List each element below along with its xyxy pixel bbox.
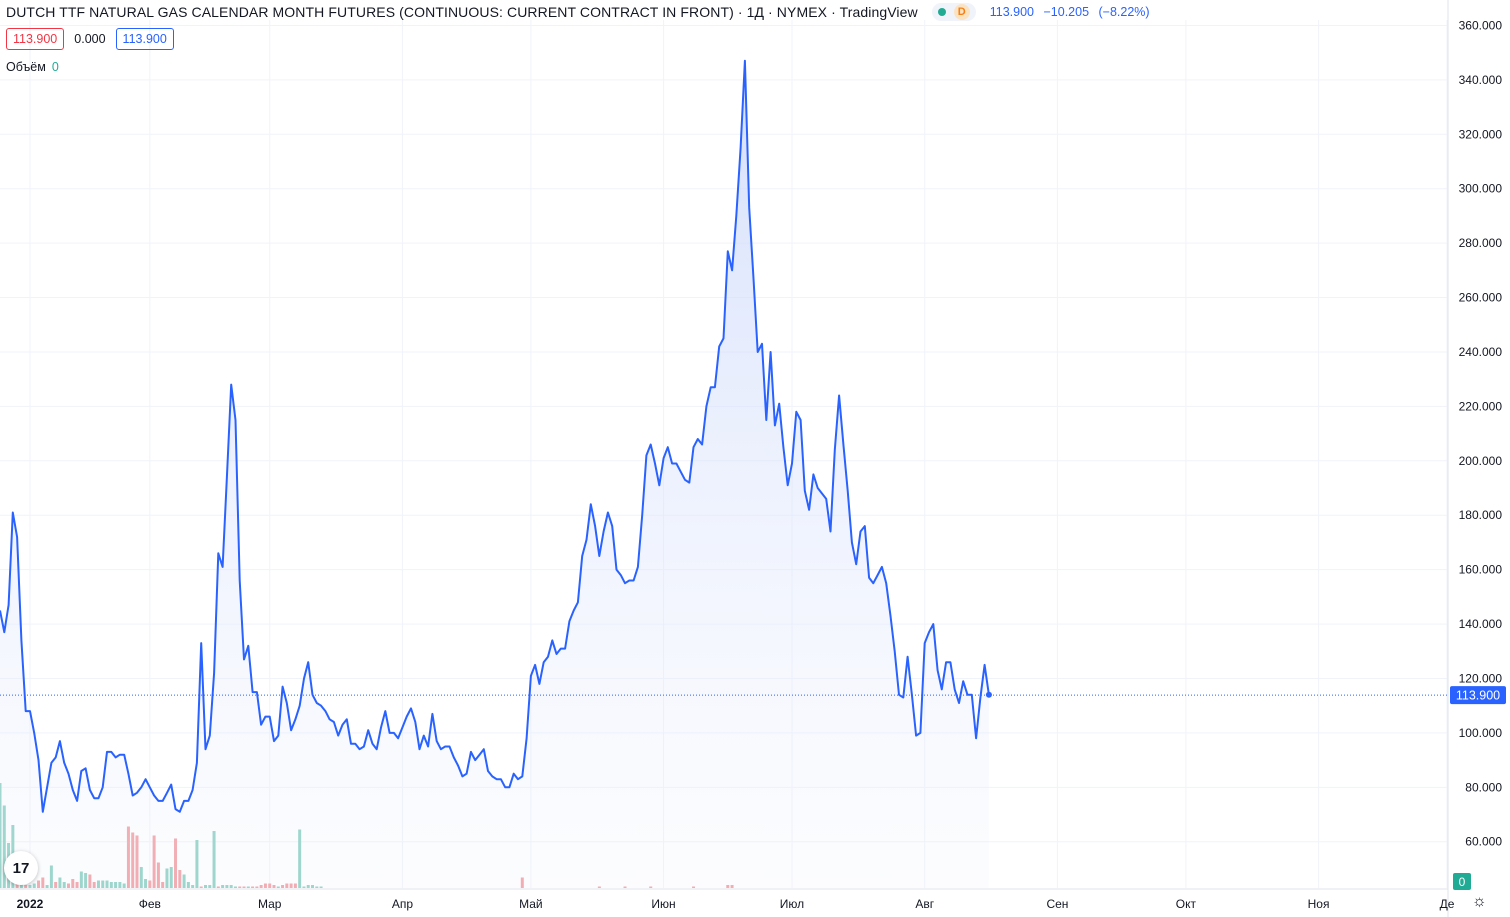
market-open-dot-icon <box>937 8 946 16</box>
y-tick-label: 360.000 <box>1459 18 1503 32</box>
y-tick-label: 200.000 <box>1459 454 1503 468</box>
x-tick-label: Авг <box>915 897 934 911</box>
x-tick-label: Июн <box>651 897 675 911</box>
quote-summary: 113.900 −10.205 (−8.22%) <box>990 5 1156 19</box>
bid-ask-bar: 113.900 0.000 113.900 <box>6 28 174 50</box>
volume-legend[interactable]: Объём 0 <box>6 60 59 74</box>
y-tick-label: 300.000 <box>1459 182 1503 196</box>
x-tick-label: Ноя <box>1308 897 1330 911</box>
y-tick-label: 340.000 <box>1459 73 1503 87</box>
x-tick-label: Сен <box>1046 897 1068 911</box>
sell-price-button[interactable]: 113.900 <box>6 28 65 50</box>
spread-value: 0.000 <box>74 32 106 46</box>
chart-header: DUTCH TTF NATURAL GAS CALENDAR MONTH FUT… <box>6 3 1156 21</box>
x-tick-label: Апр <box>392 897 414 911</box>
symbol-title[interactable]: DUTCH TTF NATURAL GAS CALENDAR MONTH FUT… <box>6 4 918 20</box>
volume-label: Объём <box>6 60 46 74</box>
x-tick-label: Окт <box>1176 897 1197 911</box>
x-tick-label: Фев <box>139 897 161 911</box>
price-area-fill <box>0 60 989 889</box>
current-price: 113.900 <box>989 5 1034 19</box>
x-tick-label: Де <box>1440 897 1455 911</box>
y-tick-label: 220.000 <box>1459 399 1503 413</box>
delayed-data-icon: D <box>953 4 970 20</box>
y-tick-label: 260.000 <box>1459 291 1503 305</box>
y-tick-label: 320.000 <box>1459 127 1503 141</box>
price-change: −10.205 <box>1043 5 1090 19</box>
price-series-line <box>0 59 990 813</box>
y-tick-label: 100.000 <box>1459 726 1503 740</box>
x-tick-label: Июл <box>780 897 804 911</box>
last-price-tag-text: 113.900 <box>1456 689 1500 703</box>
y-tick-label: 280.000 <box>1459 236 1503 250</box>
y-tick-label: 140.000 <box>1459 617 1503 631</box>
x-tick-label: 2022 <box>17 897 44 911</box>
last-price-dot <box>985 691 992 698</box>
y-tick-label: 240.000 <box>1459 345 1503 359</box>
y-tick-label: 120.000 <box>1459 671 1503 685</box>
market-status[interactable]: D <box>931 3 976 21</box>
y-tick-label: 180.000 <box>1459 508 1503 522</box>
x-tick-label: Май <box>519 897 543 911</box>
last-volume-tag-text: 0 <box>1459 875 1466 889</box>
tradingview-logo-icon[interactable]: 17 <box>4 851 38 885</box>
x-tick-label: Мар <box>258 897 282 911</box>
y-tick-label: 60.000 <box>1465 835 1502 849</box>
y-tick-label: 80.000 <box>1465 780 1502 794</box>
time-axis: 2022 Фев Мар Апр Май Июн Июл Авг Сен Окт Ноя Де <box>0 888 1455 911</box>
buy-price-button[interactable]: 113.900 <box>115 28 174 50</box>
price-change-percent: (−8.22%) <box>1098 5 1150 19</box>
volume-value: 0 <box>51 60 59 74</box>
y-tick-label: 160.000 <box>1459 563 1503 577</box>
price-axis: 360.000 340.000 320.000 300.000 280.000 260.0… <box>1447 0 1503 917</box>
last-price-tag: 113.900 <box>1450 686 1506 705</box>
last-volume-tag: 0 <box>1453 873 1471 890</box>
chart-settings-icon[interactable]: ☼ <box>1472 893 1487 910</box>
